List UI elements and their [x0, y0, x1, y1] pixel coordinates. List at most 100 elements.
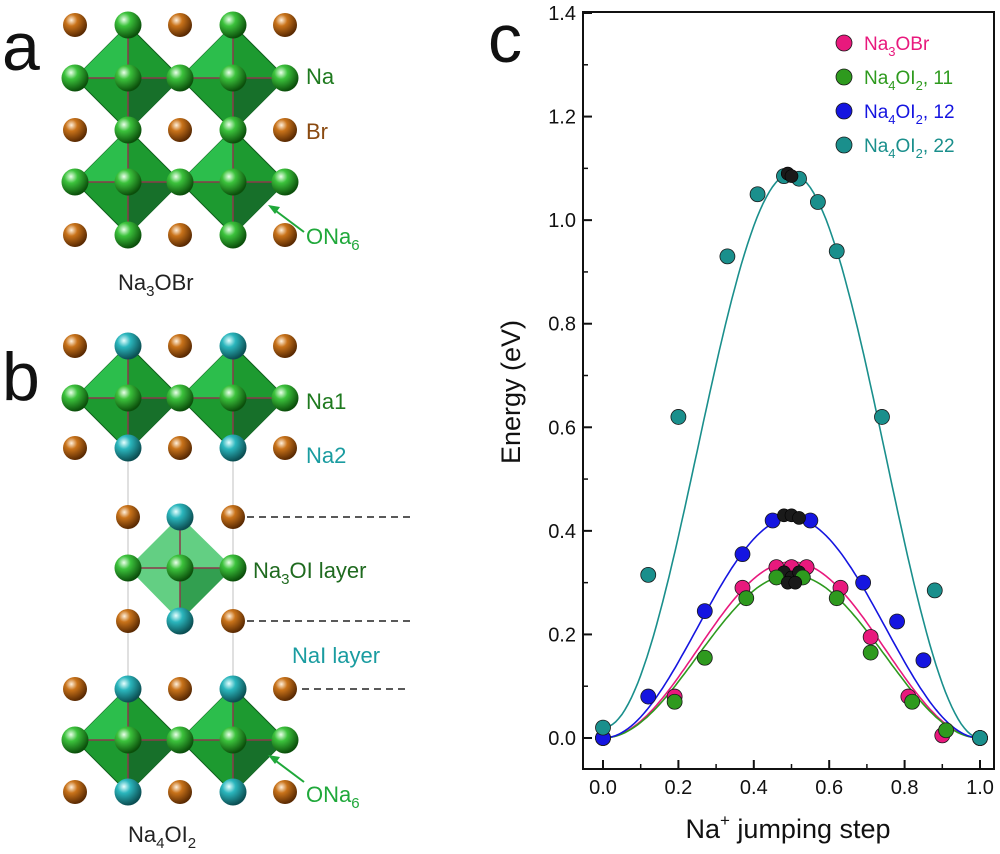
- data-point: [734, 546, 751, 563]
- br-atom: [168, 13, 192, 37]
- na-atom: [271, 168, 299, 196]
- br-atom: [168, 677, 192, 701]
- panel-a-letter: a: [2, 9, 40, 85]
- y-tick-label: 0.4: [548, 521, 576, 543]
- label-na3oi-layer: Na3OI layer: [253, 558, 367, 588]
- x-tick-label: 0.0: [589, 777, 617, 799]
- na2-atom: [219, 434, 247, 462]
- na2-atom: [219, 675, 247, 703]
- ona6-arrowhead-a: [268, 205, 280, 214]
- br-atom: [63, 334, 87, 358]
- na-atom: [61, 726, 89, 754]
- panel-c: c 0.0 0.2 0.4 0.6 0.8 1.0 0.0 0.2 0.4 0.6 0.8 1.0 1.…: [488, 1, 995, 844]
- na-atom: [271, 384, 299, 412]
- x-tick-label: 0.6: [815, 777, 843, 799]
- legend-entry: Na4OI2, 11: [835, 68, 953, 93]
- data-point: [696, 603, 713, 620]
- br-atom: [63, 780, 87, 804]
- y-tick-label: 0.0: [548, 728, 576, 750]
- na-atom: [219, 116, 247, 144]
- axis-ticks: 0.0 0.2 0.4 0.6 0.8 1.0 0.0 0.2 0.4 0.6 0.8 1.0 1.2 1…: [548, 3, 994, 799]
- chart: 0.0 0.2 0.4 0.6 0.8 1.0 0.0 0.2 0.4 0.6 0.8 1.0 1.2 1…: [496, 3, 995, 844]
- na-atom: [219, 168, 247, 196]
- label-nai-layer: NaI layer: [292, 643, 380, 668]
- octahedron-highlight: [180, 687, 233, 740]
- label-na1: Na1: [306, 389, 346, 414]
- octahedron-shade: [128, 78, 181, 131]
- legend-entry: Na3OBr: [835, 34, 930, 59]
- data-points: [595, 166, 988, 746]
- legend-marker: [835, 68, 853, 86]
- x-tick-label: 1.0: [966, 777, 994, 799]
- na2-atom: [219, 778, 247, 806]
- panel-b-atoms: [61, 332, 299, 806]
- na-atom: [114, 221, 142, 249]
- octahedron-shade: [128, 182, 181, 235]
- legend: Na3OBr Na4OI2, 11 Na4OI2, 12 Na4OI2, 22: [835, 34, 955, 161]
- ona6-arrowhead-b: [268, 755, 280, 764]
- br-atom: [273, 223, 297, 247]
- data-point: [640, 688, 657, 705]
- na-atom: [114, 116, 142, 144]
- br-atom: [63, 436, 87, 460]
- na2-atom: [166, 503, 194, 531]
- legend-marker: [835, 34, 853, 52]
- y-tick-label: 1.0: [548, 210, 576, 232]
- data-point: [640, 566, 657, 583]
- octahedron-highlight: [75, 129, 128, 182]
- data-point: [855, 574, 872, 591]
- saddle-point: [792, 511, 806, 525]
- y-tick-label: 0.6: [548, 417, 576, 439]
- na-atom: [114, 168, 142, 196]
- legend-label: Na4OI2, 12: [864, 102, 955, 127]
- octahedron-highlight: [180, 129, 233, 182]
- octahedron-highlight: [75, 25, 128, 78]
- data-point: [595, 719, 611, 736]
- x-tick-label: 0.8: [891, 777, 919, 799]
- br-atom: [221, 505, 245, 529]
- octahedron-highlight: [180, 345, 233, 398]
- legend-marker: [835, 136, 853, 154]
- na-atom: [219, 726, 247, 754]
- panel-b: b Na1 Na2 Na3OI layer NaI layer ONa6 Na4…: [2, 332, 410, 852]
- octahedron-shade: [128, 740, 181, 793]
- na2-atom: [114, 434, 142, 462]
- br-atom: [168, 780, 192, 804]
- octahedron-shade: [180, 568, 233, 621]
- br-atom: [273, 780, 297, 804]
- na-atom: [166, 168, 194, 196]
- data-point: [926, 582, 943, 599]
- na-atom: [114, 11, 142, 39]
- br-atom: [63, 223, 87, 247]
- data-point: [666, 693, 683, 710]
- x-axis-title: Na+ jumping step: [685, 811, 890, 844]
- legend-label: Na4OI2, 22: [864, 136, 955, 161]
- data-point: [972, 730, 988, 746]
- br-atom: [273, 334, 297, 358]
- saddle-point: [788, 575, 803, 590]
- label-ona6-a: ONa6: [306, 224, 360, 254]
- br-atom: [116, 505, 140, 529]
- ona6-arrow-a: [271, 207, 305, 233]
- caption-na4oi2: Na4OI2: [128, 822, 196, 852]
- y-tick-label: 1.2: [548, 107, 576, 129]
- br-atom: [273, 118, 297, 142]
- label-na: Na: [306, 64, 335, 89]
- panel-a-atoms: [61, 11, 299, 249]
- br-atom: [63, 677, 87, 701]
- na-atom: [166, 384, 194, 412]
- octahedron-shade: [233, 398, 286, 451]
- br-atom: [273, 677, 297, 701]
- data-point: [828, 243, 845, 260]
- legend-label: Na3OBr: [864, 34, 930, 59]
- na-atom: [271, 64, 299, 92]
- na-atom: [166, 554, 194, 582]
- onA6-octahedron: [179, 128, 287, 236]
- octahedron-shade: [233, 740, 286, 793]
- legend-entry: Na4OI2, 12: [835, 102, 955, 127]
- octahedron-shade: [233, 78, 286, 131]
- br-atom: [63, 118, 87, 142]
- br-atom: [221, 609, 245, 633]
- y-axis-title: Energy (eV): [496, 320, 526, 464]
- na2-atom: [219, 332, 247, 360]
